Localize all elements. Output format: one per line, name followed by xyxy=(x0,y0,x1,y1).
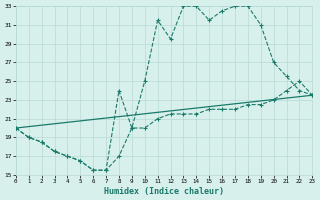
X-axis label: Humidex (Indice chaleur): Humidex (Indice chaleur) xyxy=(104,187,224,196)
